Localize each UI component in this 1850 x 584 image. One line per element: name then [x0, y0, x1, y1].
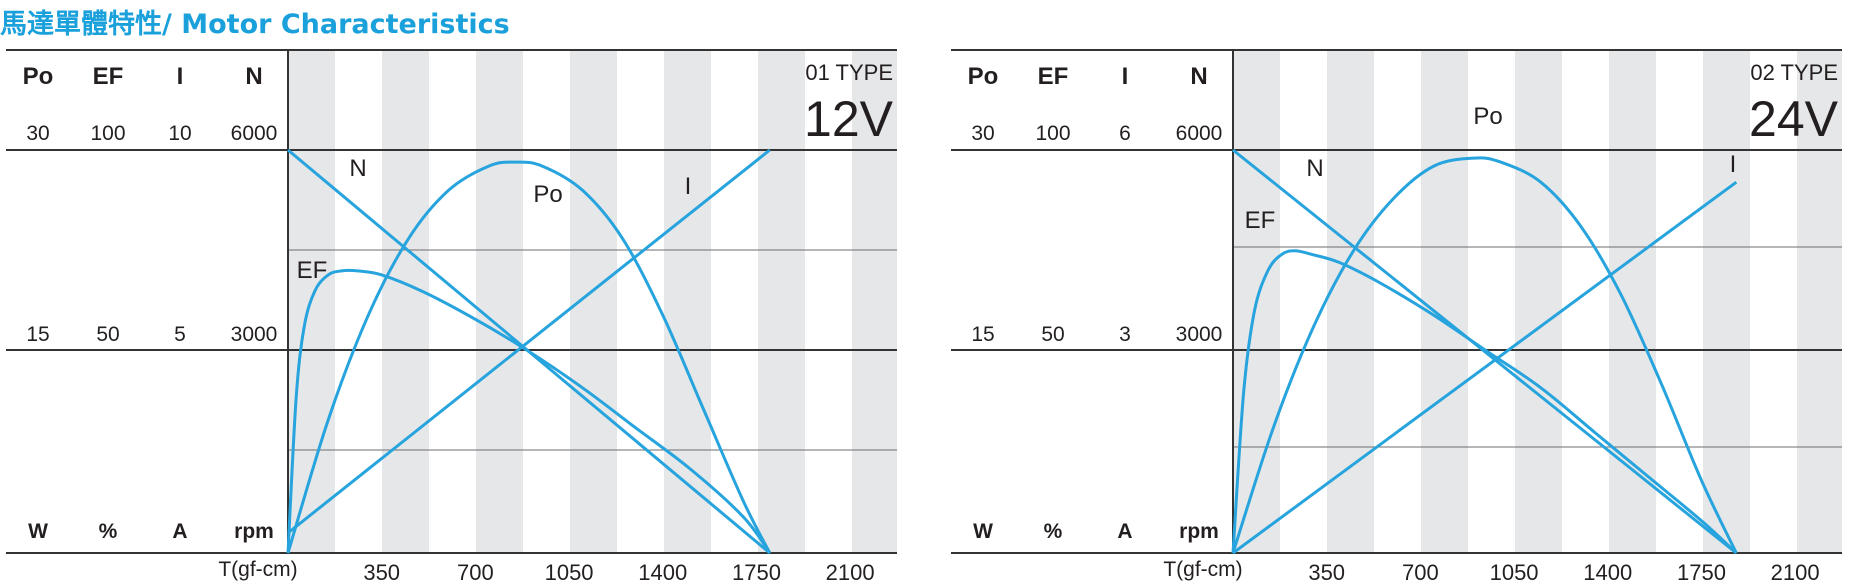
scale-top-value: 100	[90, 122, 125, 145]
scale-top-value: 6000	[231, 122, 278, 145]
x-tick-label: 350	[1308, 560, 1345, 584]
scale-mid-value: 5	[174, 323, 186, 346]
scale-top-value: 30	[26, 122, 49, 145]
type-label: 01 TYPE	[805, 60, 893, 85]
scale-mid-value: 15	[971, 323, 994, 346]
scale-mid-value: 3	[1119, 323, 1131, 346]
scale-top-value: 6	[1119, 122, 1131, 145]
unit-label: W	[28, 520, 48, 543]
column-header-i: I	[1122, 63, 1129, 90]
unit-label: rpm	[1179, 520, 1219, 543]
series-label-po: Po	[533, 181, 562, 208]
x-tick-label: 700	[457, 560, 494, 584]
x-tick-label: 1050	[1490, 560, 1539, 584]
scale-mid-value: 3000	[231, 323, 278, 346]
x-axis-label: T(gf-cm)	[218, 558, 297, 581]
grid-band	[852, 50, 897, 553]
scale-top-value: 6000	[1176, 122, 1223, 145]
x-tick-label: 1750	[732, 560, 781, 584]
grid-band	[382, 50, 429, 553]
scale-mid-value: 3000	[1176, 323, 1223, 346]
series-label-po: Po	[1473, 103, 1502, 130]
grid-band	[1797, 50, 1842, 553]
scale-mid-value: 50	[96, 323, 119, 346]
column-header-n: N	[1190, 63, 1207, 90]
series-line-po	[286, 160, 772, 554]
series-label-i: I	[1730, 151, 1737, 178]
series-label-i: I	[685, 173, 692, 200]
unit-label: %	[99, 520, 118, 543]
x-tick-label: 350	[363, 560, 400, 584]
grid-band	[1421, 50, 1468, 553]
voltage-label: 24V	[1749, 91, 1839, 147]
x-tick-label: 2100	[826, 560, 875, 584]
unit-label: A	[172, 520, 187, 543]
scale-mid-value: 15	[26, 323, 49, 346]
x-tick-label: 1400	[638, 560, 687, 584]
scale-top-value: 30	[971, 122, 994, 145]
series-label-n: N	[1306, 155, 1323, 182]
scale-top-value: 100	[1035, 122, 1070, 145]
page-title: 馬達單體特性/ Motor Characteristics	[0, 9, 510, 40]
type-label: 02 TYPE	[1750, 60, 1838, 85]
series-line-i	[287, 148, 771, 535]
unit-label: A	[1117, 520, 1132, 543]
column-header-ef: EF	[1038, 63, 1069, 90]
column-header-i: I	[177, 63, 184, 90]
series-line-ef	[1231, 249, 1738, 555]
x-tick-label: 1750	[1677, 560, 1726, 584]
series-line-po	[1231, 156, 1738, 554]
grid-band	[1327, 50, 1374, 553]
column-header-po: Po	[968, 63, 999, 90]
unit-label: rpm	[234, 520, 274, 543]
x-tick-label: 700	[1402, 560, 1439, 584]
column-header-n: N	[245, 63, 262, 90]
grid-band	[758, 50, 805, 553]
unit-label: %	[1044, 520, 1063, 543]
grid-band	[476, 50, 523, 553]
x-axis-label: T(gf-cm)	[1163, 558, 1242, 581]
series-label-ef: EF	[297, 257, 328, 284]
column-header-po: Po	[23, 63, 54, 90]
scale-top-value: 10	[168, 122, 191, 145]
series-label-n: N	[349, 155, 366, 182]
x-tick-label: 2100	[1771, 560, 1820, 584]
grid-band	[1703, 50, 1750, 553]
series-line-i	[1232, 180, 1738, 555]
grid-band	[664, 50, 711, 553]
series-label-ef: EF	[1245, 207, 1276, 234]
grid-band	[1515, 50, 1562, 553]
column-header-ef: EF	[93, 63, 124, 90]
scale-mid-value: 50	[1041, 323, 1064, 346]
voltage-label: 12V	[804, 91, 894, 147]
x-tick-label: 1400	[1583, 560, 1632, 584]
x-tick-label: 1050	[545, 560, 594, 584]
series-line-ef	[286, 268, 772, 554]
unit-label: W	[973, 520, 993, 543]
